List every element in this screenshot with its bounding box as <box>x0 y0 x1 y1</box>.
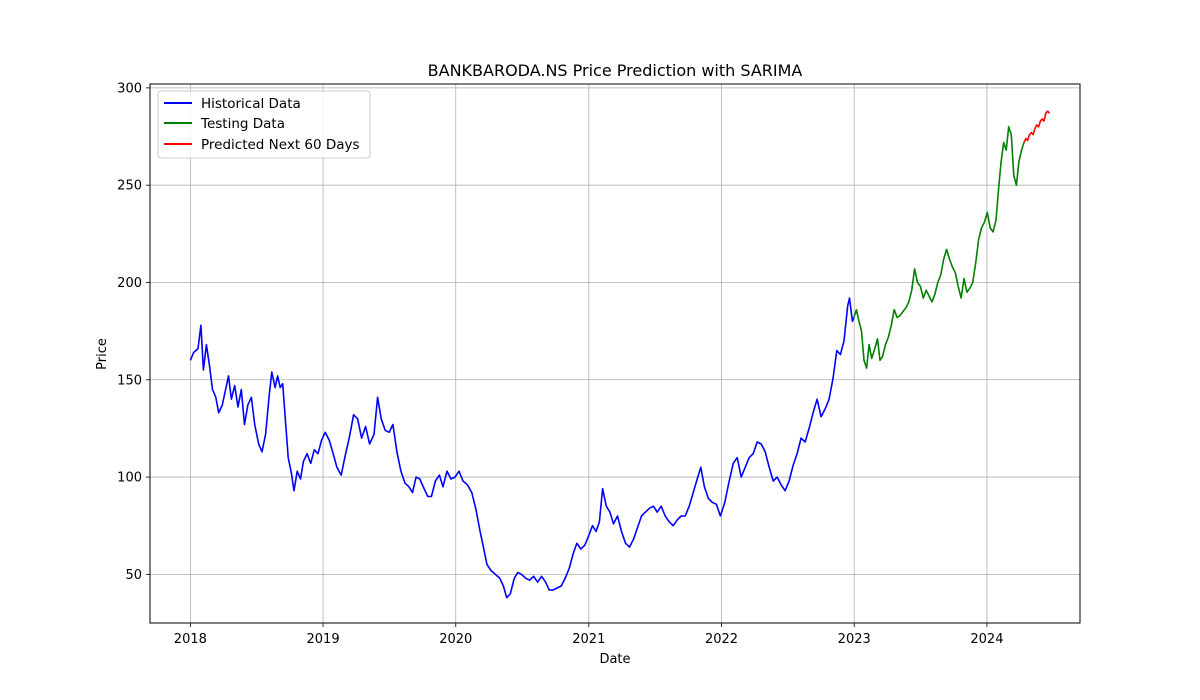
testing-data-line <box>853 126 1025 369</box>
y-axis-label: Price <box>95 338 110 370</box>
x-tick-label: 2022 <box>705 632 738 647</box>
x-tick-label: 2024 <box>970 632 1003 647</box>
legend-box <box>157 90 371 159</box>
grid-layer <box>150 84 1080 623</box>
series-layer <box>189 110 1051 599</box>
y-tick-label: 50 <box>125 568 142 583</box>
x-tick-label: 2020 <box>439 632 472 647</box>
x-tick-label: 2019 <box>307 632 340 647</box>
x-tick-label: 2021 <box>572 632 605 647</box>
y-tick-label: 300 <box>117 81 142 96</box>
y-tick-label: 150 <box>117 373 142 388</box>
plot-area-frame <box>149 83 1081 624</box>
x-axis-label: Date <box>599 652 630 667</box>
y-tick-label: 100 <box>117 471 142 486</box>
x-tick-label: 2018 <box>174 632 207 647</box>
legend-label-historical: Historical Data <box>201 96 301 112</box>
y-tick-label: 200 <box>117 276 142 291</box>
chart-title: BANKBARODA.NS Price Prediction with SARI… <box>428 61 803 80</box>
legend: Historical Data Testing Data Predicted N… <box>157 90 371 159</box>
y-tick-label: 250 <box>117 179 142 194</box>
legend-label-testing: Testing Data <box>200 116 285 132</box>
x-tick-label: 2023 <box>838 632 871 647</box>
predicted-data-line <box>1023 110 1051 143</box>
y-axis-ticks: 50 100 150 200 250 300 <box>117 81 150 583</box>
legend-label-predicted: Predicted Next 60 Days <box>201 137 360 153</box>
x-axis-ticks: 2018 2019 2020 2021 2022 2023 2024 <box>174 623 1003 647</box>
historical-data-line <box>189 297 855 599</box>
